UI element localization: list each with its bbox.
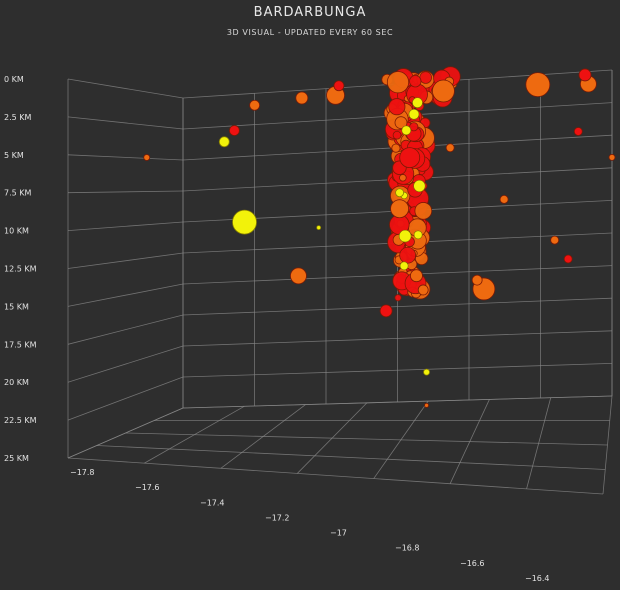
data-point[interactable]: [390, 199, 410, 219]
cluster-point: [399, 261, 409, 271]
depth-tick-label: 15 KM: [4, 302, 29, 311]
cluster-point: [414, 202, 433, 220]
floor-grid-line: [125, 432, 608, 446]
cluster-point: [412, 97, 423, 109]
cluster-point: [388, 98, 406, 116]
floor-grid-line: [182, 395, 613, 409]
data-point[interactable]: [379, 304, 393, 318]
cluster-point: [413, 230, 423, 240]
depth-grid-line: [67, 154, 184, 161]
depth-tick-label: 0 KM: [4, 75, 24, 84]
depth-grid-line: [67, 221, 184, 231]
cluster-point: [392, 130, 402, 140]
cluster-point: [399, 246, 417, 264]
depth-grid-line: [67, 314, 184, 345]
depth-tick-label: 7.5 KM: [4, 189, 32, 198]
data-point[interactable]: [143, 154, 151, 161]
data-point[interactable]: [573, 127, 583, 136]
data-point[interactable]: [316, 225, 322, 231]
cluster-point: [399, 174, 407, 182]
data-point[interactable]: [295, 91, 309, 105]
data-point[interactable]: [471, 274, 483, 286]
depth-tick-label: 22.5 KM: [4, 416, 37, 425]
data-point[interactable]: [417, 284, 429, 296]
cluster-point: [391, 143, 401, 153]
longitude-tick-label: −17.6: [135, 483, 160, 492]
grid-lines: [67, 69, 613, 495]
data-point[interactable]: [608, 153, 616, 161]
data-point[interactable]: [333, 80, 345, 92]
chart-subtitle: 3D VISUAL - UPDATED EVERY 60 SEC: [226, 28, 394, 37]
data-point[interactable]: [578, 68, 592, 82]
cluster-point: [409, 75, 422, 88]
data-point[interactable]: [424, 402, 429, 408]
depth-grid-line: [67, 190, 184, 194]
cluster-point: [408, 108, 420, 120]
data-point[interactable]: [218, 136, 230, 148]
data-point[interactable]: [550, 235, 560, 245]
data-point[interactable]: [290, 267, 307, 285]
depth-grid-line: [67, 283, 184, 307]
longitude-axis-labels: −17.8 −17.6 −17.4 −17.2 −17 −16.8 −16.6 −16.4: [70, 468, 550, 583]
depth-tick-label: 17.5 KM: [4, 340, 37, 349]
depth-tick-label: 5 KM: [4, 151, 24, 160]
data-point[interactable]: [249, 99, 261, 111]
depth-tick-label: 12.5 KM: [4, 265, 37, 274]
depth-axis-labels: 0 KM 2.5 KM 5 KM 7.5 KM 10 KM 12.5 KM 15 KM 17.…: [4, 75, 37, 463]
longitude-tick-label: −17.4: [200, 498, 225, 507]
floor-grid-line: [96, 445, 606, 470]
data-point[interactable]: [395, 188, 405, 198]
cluster-point: [413, 179, 426, 193]
data-point[interactable]: [410, 269, 423, 283]
floor-grid-line: [67, 457, 604, 495]
longitude-tick-label: −17.8: [70, 468, 95, 477]
data-point[interactable]: [499, 194, 509, 204]
data-point[interactable]: [432, 79, 455, 103]
depth-tick-label: 2.5 KM: [4, 113, 32, 122]
cluster-point: [419, 71, 432, 84]
cluster-point: [401, 125, 412, 136]
data-point[interactable]: [399, 147, 421, 169]
cluster-point: [394, 294, 402, 302]
depth-grid-line: [67, 252, 184, 269]
cluster-point: [398, 229, 412, 243]
longitude-tick-label: −16.6: [460, 559, 485, 568]
depth-tick-label: 10 KM: [4, 227, 29, 236]
depth-grid-line: [67, 78, 184, 99]
longitude-tick-label: −17.2: [265, 513, 290, 522]
data-points: [143, 68, 616, 408]
data-point[interactable]: [232, 209, 257, 235]
data-point[interactable]: [563, 254, 573, 264]
cluster-point: [386, 71, 410, 94]
data-point[interactable]: [423, 368, 430, 376]
depth-grid-line: [67, 376, 184, 421]
data-point[interactable]: [228, 125, 240, 136]
data-point[interactable]: [525, 72, 551, 98]
cluster-point: [394, 116, 408, 130]
depth-grid-line: [67, 345, 184, 383]
depth-tick-label: 20 KM: [4, 378, 29, 387]
longitude-tick-label: −16.8: [395, 544, 420, 553]
longitude-tick-label: −16.4: [525, 574, 550, 583]
data-point[interactable]: [445, 143, 455, 153]
cluster-point: [409, 122, 419, 132]
depth-tick-label: 25 KM: [4, 454, 29, 463]
chart-title: BARDARBUNGA: [253, 5, 367, 20]
depth-grid-line: [67, 116, 184, 130]
cluster-points: [381, 66, 461, 302]
longitude-tick-label: −17: [330, 529, 347, 538]
